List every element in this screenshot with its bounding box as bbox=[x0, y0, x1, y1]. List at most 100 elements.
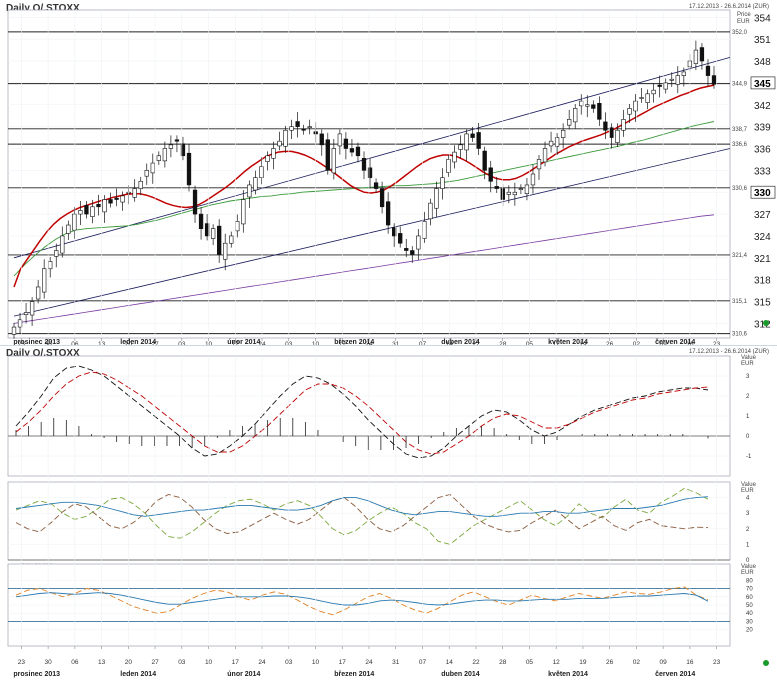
candle-down bbox=[301, 128, 306, 131]
candle-up bbox=[428, 202, 433, 220]
x-tick-label: 17 bbox=[232, 341, 240, 345]
x-tick-label: 09 bbox=[660, 659, 668, 666]
horizontal-level-label: 336,6 bbox=[732, 142, 748, 148]
candle-up bbox=[524, 184, 530, 194]
candle-up bbox=[567, 119, 572, 126]
x-tick-label: 27 bbox=[151, 659, 159, 666]
candle-up bbox=[681, 71, 686, 76]
candle-up bbox=[42, 268, 47, 293]
price-panel[interactable]: Daily Q/.STOXX 17.12.2013 - 26.6.2014 (Z… bbox=[0, 0, 777, 346]
sma50-line bbox=[13, 121, 715, 277]
price-marker-label: 345 bbox=[754, 79, 771, 90]
x-tick-label: 05 bbox=[526, 659, 534, 666]
candle-up bbox=[464, 133, 469, 151]
x-tick-label: 14 bbox=[446, 341, 454, 345]
x-month-label: duben 2014 bbox=[441, 339, 480, 345]
horizontal-level-label: 344,9 bbox=[732, 82, 748, 88]
candle-down bbox=[114, 197, 119, 200]
candle-down bbox=[180, 143, 186, 157]
candle-up bbox=[645, 93, 650, 103]
candle-down bbox=[591, 104, 596, 109]
horizontal-level-label: 338,7 bbox=[732, 127, 748, 133]
indicator-chart[interactable]: Value EUR Value EUR Value EUR -101230123… bbox=[0, 346, 777, 683]
ind-unit2-bottom: EUR bbox=[741, 488, 754, 494]
candle-down bbox=[367, 167, 373, 178]
indicator-tick-label: 3 bbox=[746, 511, 750, 517]
x-tick-label: 28 bbox=[499, 341, 507, 345]
candle-down bbox=[398, 233, 403, 244]
scroll-indicator-icon[interactable] bbox=[763, 320, 769, 326]
x-tick-label: 30 bbox=[44, 341, 52, 345]
candle-up bbox=[560, 129, 566, 138]
price-unit-bottom: EUR bbox=[737, 19, 750, 25]
rsi-line bbox=[15, 586, 709, 616]
candle-up bbox=[536, 159, 542, 170]
indicator-tick-label: 2 bbox=[746, 394, 750, 400]
candle-up bbox=[422, 221, 427, 239]
candle-up bbox=[259, 166, 264, 178]
x-tick-label: 22 bbox=[472, 341, 480, 345]
candle-down bbox=[217, 225, 222, 255]
candle-down bbox=[319, 133, 324, 146]
candle-up bbox=[530, 173, 536, 186]
candle-down bbox=[186, 152, 192, 186]
x-month-label: prosinec 2013 bbox=[13, 671, 60, 678]
candle-up bbox=[627, 108, 632, 115]
x-tick-label: 24 bbox=[258, 341, 266, 345]
candle-down bbox=[609, 127, 614, 138]
candle-up bbox=[90, 206, 95, 217]
candle-up bbox=[265, 155, 270, 162]
x-tick-label: 17 bbox=[339, 659, 347, 666]
y-tick-label: 333 bbox=[754, 166, 771, 177]
x-tick-label: 19 bbox=[579, 341, 587, 345]
candle-up bbox=[120, 195, 125, 203]
x-tick-label: 02 bbox=[633, 659, 641, 666]
candle-up bbox=[241, 199, 246, 225]
sma200-line bbox=[13, 214, 715, 324]
x-tick-label: 06 bbox=[71, 659, 79, 666]
x-month-label: leden 2014 bbox=[120, 671, 156, 678]
indicator-tick-label: 80 bbox=[746, 578, 753, 584]
candle-down bbox=[343, 138, 349, 149]
candle-up bbox=[633, 100, 638, 112]
x-tick-label: 13 bbox=[98, 341, 106, 345]
x-tick-label: 31 bbox=[392, 659, 400, 666]
y-tick-label: 336 bbox=[754, 144, 771, 155]
candle-up bbox=[35, 286, 41, 300]
candle-down bbox=[705, 65, 711, 76]
ndi-line bbox=[15, 494, 709, 534]
candle-up bbox=[585, 104, 590, 107]
candle-up bbox=[17, 319, 23, 328]
x-tick-label: 10 bbox=[205, 659, 213, 666]
candle-up bbox=[506, 191, 511, 195]
candle-up bbox=[138, 180, 143, 189]
candle-up bbox=[675, 75, 680, 85]
horizontal-level-label: 315,1 bbox=[732, 299, 748, 305]
x-month-label: prosinec 2013 bbox=[13, 339, 60, 345]
candle-down bbox=[482, 150, 487, 171]
x-tick-label: 03 bbox=[178, 659, 186, 666]
scroll-indicator-icon[interactable] bbox=[763, 660, 769, 666]
x-tick-label: 13 bbox=[98, 659, 106, 666]
candle-up bbox=[253, 177, 258, 191]
candle-up bbox=[66, 224, 71, 234]
candle-up bbox=[132, 188, 137, 198]
ind-unit-bottom: EUR bbox=[741, 361, 754, 367]
candle-up bbox=[48, 261, 53, 270]
x-tick-label: 07 bbox=[419, 659, 427, 666]
x-tick-label: 10 bbox=[312, 341, 320, 345]
indicator-tick-label: -1 bbox=[746, 454, 752, 460]
macdf-line bbox=[15, 365, 709, 459]
ind-unit-top: Value bbox=[741, 355, 757, 361]
y-tick-label: 321 bbox=[754, 254, 771, 265]
candle-up bbox=[663, 82, 668, 90]
horizontal-level-label: 330,6 bbox=[732, 186, 748, 192]
candle-up bbox=[156, 155, 161, 161]
price-chart[interactable]: Price EUR 312 315 318 321 324 327 330 333 336 339… bbox=[0, 0, 777, 345]
y-tick-label: 312 bbox=[754, 319, 771, 330]
x-tick-label: 23 bbox=[713, 659, 721, 666]
indicator-panel[interactable]: Daily Q/.STOXX 17.12.2013 - 26.6.2014 (Z… bbox=[0, 346, 777, 683]
x-month-label: únor 2014 bbox=[227, 671, 260, 678]
x-tick-label: 28 bbox=[499, 659, 507, 666]
candle-up bbox=[440, 177, 445, 189]
